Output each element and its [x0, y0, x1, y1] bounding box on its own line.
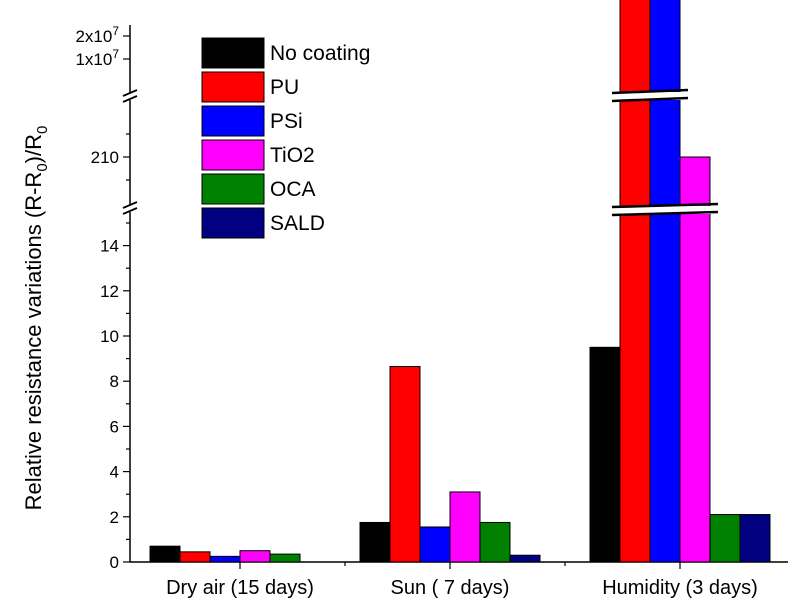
legend-swatch — [201, 71, 265, 103]
y-tick-label: 14 — [100, 237, 119, 256]
bar — [479, 521, 511, 563]
bars — [149, 0, 771, 563]
bar — [449, 491, 481, 563]
legend-swatch — [201, 37, 265, 69]
y-axis-title-group: Relative resistance variations (R-R0)/R0 — [21, 126, 51, 511]
legend: No coating PU PSi TiO2 OCA SALD — [201, 37, 370, 239]
y-tick-label: 2 — [110, 508, 119, 527]
y-tick-label: 10 — [100, 327, 119, 346]
bar — [179, 551, 211, 563]
y-tick-label: 12 — [100, 282, 119, 301]
bar — [509, 554, 541, 563]
bar — [239, 550, 271, 563]
bar — [389, 366, 421, 563]
bar — [419, 526, 451, 563]
bar-break-gap — [612, 92, 688, 100]
legend-label: PU — [270, 76, 299, 99]
y-tick-label: 1x107 — [75, 47, 119, 69]
y-tick-label: 210 — [91, 148, 119, 167]
legend-swatch — [201, 207, 265, 239]
y-axis-title: Relative resistance variations (R-R0)/R0 — [21, 126, 51, 511]
bar-break-line — [611, 202, 719, 209]
bar — [619, 0, 651, 563]
bar-break-line — [611, 88, 689, 95]
bar — [679, 156, 711, 563]
bar — [269, 553, 301, 563]
y-tick-label: 6 — [110, 417, 119, 436]
legend-label: TiO2 — [270, 144, 315, 167]
bar — [709, 514, 741, 563]
y-tick-label: 0 — [110, 553, 119, 572]
y-axis-break-mark — [122, 95, 138, 103]
bar — [149, 545, 181, 563]
x-tick-label: Dry air (15 days) — [166, 577, 314, 599]
y-axis-break-mark — [122, 89, 138, 97]
y-tick-label: 4 — [110, 463, 119, 482]
legend-swatch — [201, 105, 265, 137]
legend-label: SALD — [270, 212, 325, 235]
bar-break-gap — [612, 206, 718, 214]
legend-swatch — [201, 173, 265, 205]
x-ticks: Dry air (15 days) Sun ( 7 days) Humidity (… — [166, 562, 758, 599]
legend-swatch — [201, 139, 265, 171]
bar-break-line — [611, 96, 689, 103]
bar — [359, 521, 391, 563]
bar — [589, 346, 621, 563]
x-tick-label: Humidity (3 days) — [602, 577, 758, 599]
bar — [649, 0, 681, 563]
y-tick-label: 2x107 — [75, 24, 119, 46]
legend-label: PSi — [270, 110, 303, 133]
x-tick-label: Sun ( 7 days) — [391, 577, 510, 599]
y-axis-break-mark — [122, 201, 138, 209]
y-tick-label: 8 — [110, 372, 119, 391]
bar — [739, 514, 771, 563]
y-axis-break-mark — [122, 207, 138, 215]
legend-label: No coating — [270, 42, 370, 65]
bar — [209, 555, 241, 563]
bar-break-line — [611, 210, 719, 217]
legend-label: OCA — [270, 178, 316, 201]
